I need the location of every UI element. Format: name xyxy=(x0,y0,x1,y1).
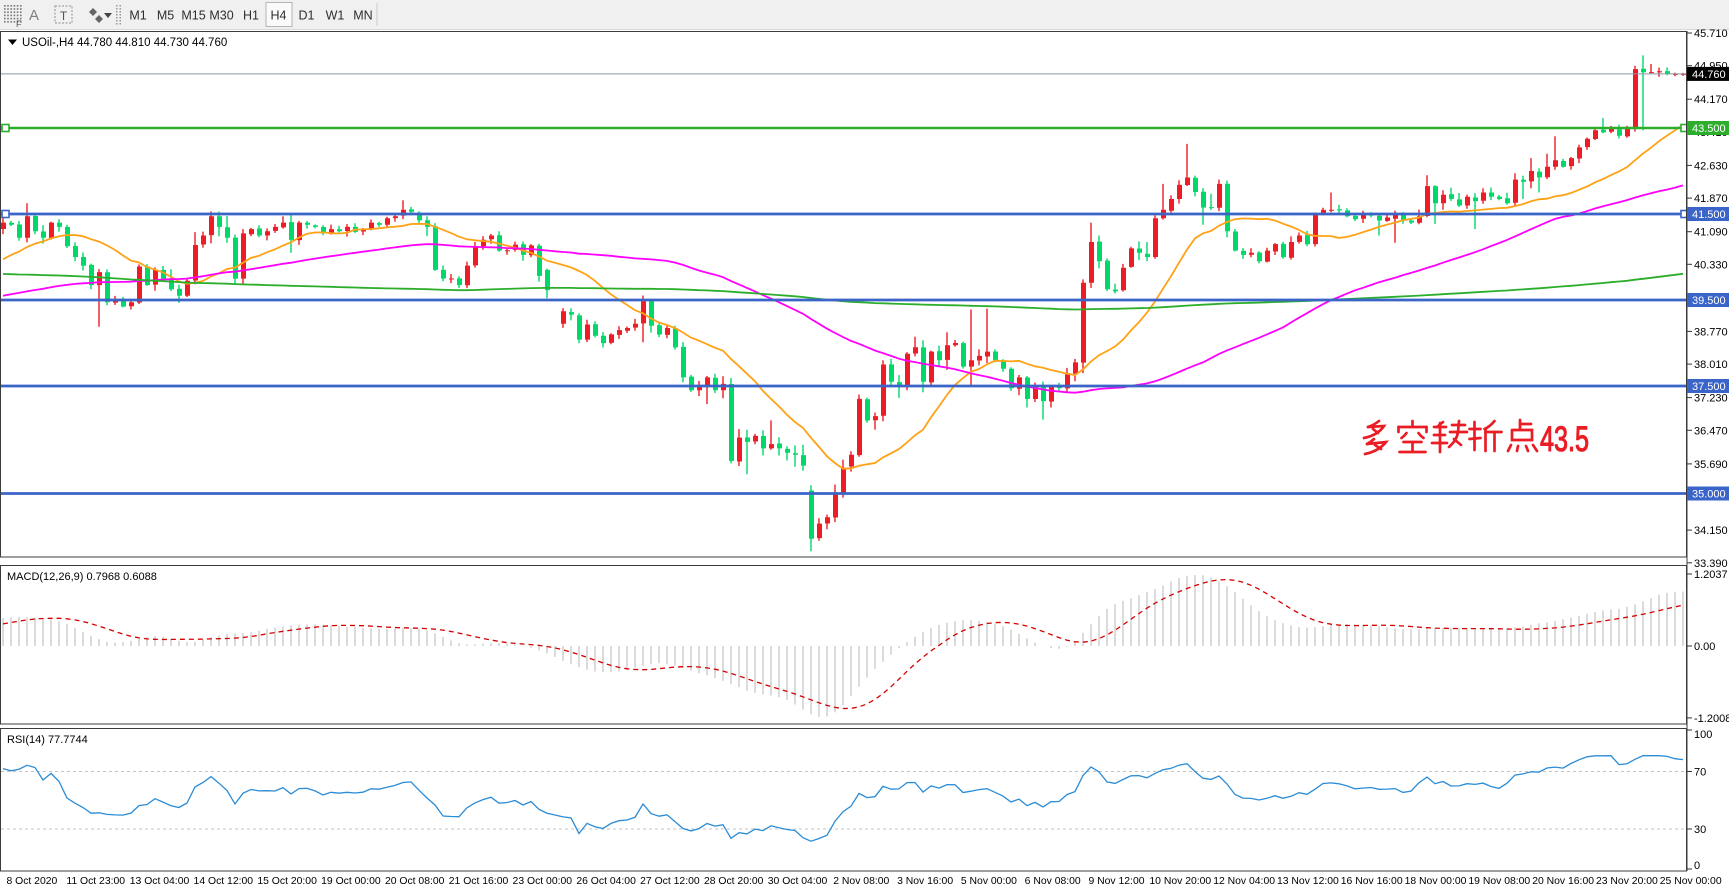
svg-text:21 Oct 16:00: 21 Oct 16:00 xyxy=(449,876,509,887)
svg-text:H1: H1 xyxy=(243,9,259,23)
svg-text:23 Nov 20:00: 23 Nov 20:00 xyxy=(1596,876,1658,887)
svg-text:11 Oct 23:00: 11 Oct 23:00 xyxy=(66,876,125,887)
svg-text:2 Nov 08:00: 2 Nov 08:00 xyxy=(833,876,889,887)
svg-text:RSI(14) 77.7744: RSI(14) 77.7744 xyxy=(7,734,88,746)
svg-text:13 Oct 04:00: 13 Oct 04:00 xyxy=(130,876,190,887)
svg-text:M30: M30 xyxy=(209,9,233,23)
svg-text:39.500: 39.500 xyxy=(1692,295,1726,307)
svg-text:35.690: 35.690 xyxy=(1694,459,1728,471)
svg-text:12 Nov 04:00: 12 Nov 04:00 xyxy=(1213,876,1275,887)
svg-text:F: F xyxy=(16,19,22,29)
svg-text:41.090: 41.090 xyxy=(1694,227,1728,239)
svg-text:T: T xyxy=(60,9,68,23)
svg-text:41.500: 41.500 xyxy=(1692,209,1726,221)
svg-text:34.150: 34.150 xyxy=(1694,525,1728,537)
svg-text:43.500: 43.500 xyxy=(1692,123,1726,135)
svg-text:26 Oct 04:00: 26 Oct 04:00 xyxy=(576,876,636,887)
svg-text:8 Oct 2020: 8 Oct 2020 xyxy=(6,876,57,887)
svg-text:0.00: 0.00 xyxy=(1694,641,1715,653)
svg-text:1.2037: 1.2037 xyxy=(1694,569,1728,581)
svg-text:D1: D1 xyxy=(299,9,315,23)
svg-text:3 Nov 16:00: 3 Nov 16:00 xyxy=(897,876,953,887)
svg-text:W1: W1 xyxy=(326,9,345,23)
svg-text:28 Oct 20:00: 28 Oct 20:00 xyxy=(704,876,764,887)
svg-text:30 Oct 04:00: 30 Oct 04:00 xyxy=(768,876,828,887)
svg-text:MACD(12,26,9) 0.7968 0.6088: MACD(12,26,9) 0.7968 0.6088 xyxy=(7,571,157,583)
svg-text:45.710: 45.710 xyxy=(1694,28,1728,40)
svg-text:USOil-,H4 44.780 44.810 44.73: USOil-,H4 44.780 44.810 44.730 44.760 xyxy=(22,37,227,49)
svg-text:5 Nov 00:00: 5 Nov 00:00 xyxy=(961,876,1017,887)
svg-text:38.770: 38.770 xyxy=(1694,326,1728,338)
svg-text:0: 0 xyxy=(1694,860,1700,872)
svg-text:37.500: 37.500 xyxy=(1692,381,1726,393)
svg-text:A: A xyxy=(29,7,39,24)
svg-text:36.470: 36.470 xyxy=(1694,425,1728,437)
svg-text:35.000: 35.000 xyxy=(1692,489,1726,501)
svg-text:19 Nov 08:00: 19 Nov 08:00 xyxy=(1468,876,1530,887)
svg-text:M15: M15 xyxy=(181,9,205,23)
svg-text:27 Oct 12:00: 27 Oct 12:00 xyxy=(640,876,700,887)
svg-text:MN: MN xyxy=(353,9,372,23)
svg-text:-1.2008: -1.2008 xyxy=(1694,713,1729,725)
svg-text:23 Oct 00:00: 23 Oct 00:00 xyxy=(513,876,573,887)
svg-text:M5: M5 xyxy=(157,9,174,23)
svg-text:30: 30 xyxy=(1694,824,1706,836)
svg-text:38.010: 38.010 xyxy=(1694,359,1728,371)
svg-text:15 Oct 20:00: 15 Oct 20:00 xyxy=(257,876,317,887)
svg-text:43.5: 43.5 xyxy=(1540,420,1589,459)
svg-text:41.870: 41.870 xyxy=(1694,193,1728,205)
svg-text:42.630: 42.630 xyxy=(1694,160,1728,172)
svg-text:37.230: 37.230 xyxy=(1694,393,1728,405)
svg-text:19 Oct 00:00: 19 Oct 00:00 xyxy=(321,876,381,887)
svg-text:20 Oct 08:00: 20 Oct 08:00 xyxy=(385,876,445,887)
svg-text:33.390: 33.390 xyxy=(1694,558,1728,570)
svg-text:25 Nov 00:00: 25 Nov 00:00 xyxy=(1660,876,1722,887)
svg-text:44.760: 44.760 xyxy=(1692,69,1726,81)
svg-text:14 Oct 12:00: 14 Oct 12:00 xyxy=(194,876,254,887)
svg-text:9 Nov 12:00: 9 Nov 12:00 xyxy=(1088,876,1144,887)
svg-text:10 Nov 20:00: 10 Nov 20:00 xyxy=(1149,876,1211,887)
svg-text:70: 70 xyxy=(1694,767,1706,779)
svg-text:18 Nov 00:00: 18 Nov 00:00 xyxy=(1405,876,1467,887)
svg-text:100: 100 xyxy=(1694,729,1712,741)
svg-text:20 Nov 16:00: 20 Nov 16:00 xyxy=(1532,876,1594,887)
svg-text:H4: H4 xyxy=(271,9,287,23)
svg-text:40.330: 40.330 xyxy=(1694,259,1728,271)
svg-text:16 Nov 16:00: 16 Nov 16:00 xyxy=(1341,876,1403,887)
svg-text:13 Nov 12:00: 13 Nov 12:00 xyxy=(1277,876,1339,887)
svg-text:6 Nov 08:00: 6 Nov 08:00 xyxy=(1025,876,1081,887)
svg-text:44.170: 44.170 xyxy=(1694,94,1728,106)
svg-text:M1: M1 xyxy=(129,9,146,23)
